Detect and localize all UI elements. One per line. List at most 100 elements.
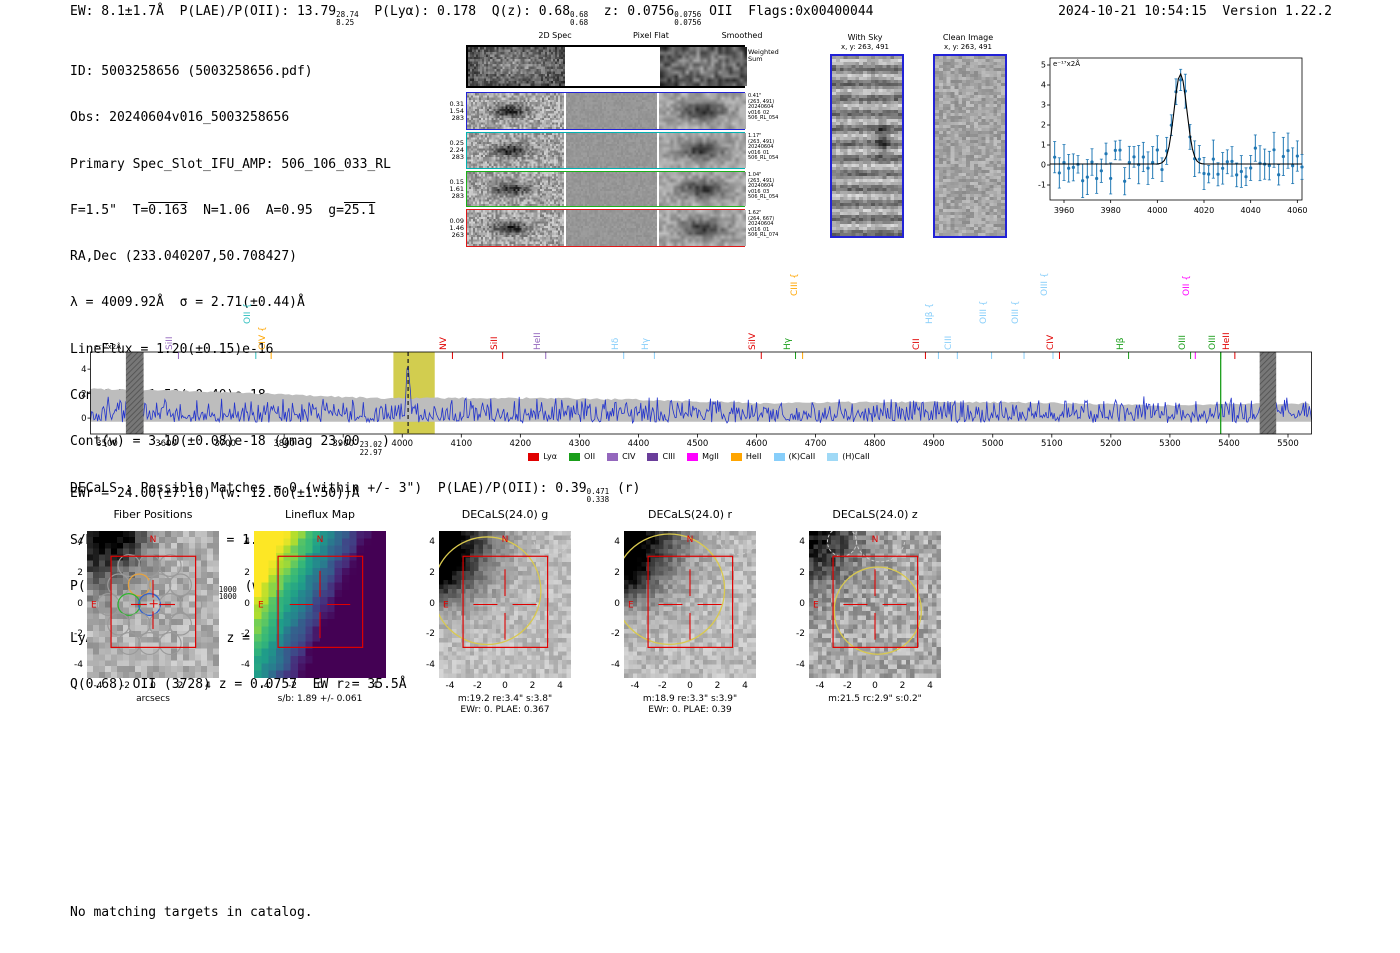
- y-tick-label: 4: [799, 537, 805, 548]
- footer-notes: No matching targets in catalog. Row inte…: [70, 874, 313, 953]
- fiber-circle: [127, 612, 151, 636]
- y-tick-label: 0: [1041, 161, 1046, 170]
- observation-id: Obs: 20240604v016_5003258656: [70, 110, 290, 126]
- x-tick-label: -2: [473, 681, 482, 691]
- stat-line: 283: [451, 191, 464, 200]
- x-tick-label: 2: [177, 681, 184, 691]
- data-point: [1085, 175, 1089, 179]
- stat-line: 283: [451, 153, 464, 161]
- y-tick-label: 4: [429, 537, 435, 548]
- spec2d-column-title: Smoothed: [721, 31, 763, 40]
- cutout-title: Lineflux Map: [284, 508, 356, 521]
- compass-north: N: [872, 535, 879, 545]
- x-tick-label: 0: [687, 681, 693, 691]
- x-tick-label: 5500: [1277, 439, 1299, 449]
- stat-line: 0.15: [449, 177, 464, 186]
- spec2d-panel: 2D Spec Pixel Flat Smoothed Weighted Sum 0.31…: [443, 28, 808, 258]
- fwhm-text: F=1.5" T=: [70, 202, 149, 218]
- continuum-w-close: ): [382, 434, 390, 450]
- cutout-title: DECaLS(24.0) z: [832, 508, 918, 521]
- smoothed-image: [659, 210, 746, 246]
- data-point: [1286, 149, 1290, 153]
- line-flux: LineFlux = 1.20(±0.15)e-16: [70, 341, 274, 357]
- legend-item: (K)CaII: [773, 452, 815, 461]
- y-tick-label: -4: [426, 659, 435, 670]
- x-tick-label: 4020: [1194, 206, 1214, 215]
- compass-east: E: [443, 601, 449, 611]
- detection-id: ID: 5003258656 (5003258656.pdf): [70, 64, 313, 79]
- spec2d-row: [466, 45, 747, 88]
- fiber-overlay: NE: [91, 535, 203, 656]
- data-point: [1225, 160, 1229, 164]
- masked-band: [1259, 352, 1277, 434]
- meta-line: 20240604: [748, 144, 774, 151]
- continuum-w-text: Cont(w) = 3.10(±0.08)e-18 (gmag 23.00: [70, 434, 360, 450]
- pixelflat-image: [566, 93, 657, 129]
- catalog-plae-high: 0.471: [586, 487, 610, 496]
- gmag-high: 23.02: [359, 440, 383, 450]
- x-tick-label: 3900: [332, 439, 354, 449]
- legend-swatch: [730, 452, 742, 461]
- x-tick-label: 4200: [510, 439, 532, 449]
- spec2d-column-title: 2D Spec: [538, 31, 572, 40]
- data-point: [1235, 173, 1239, 177]
- x-tick-label: -4: [93, 681, 103, 691]
- spec2d-cutout-image: [467, 172, 564, 206]
- data-point: [1267, 164, 1271, 168]
- decals_z-overlay: NE: [813, 531, 922, 655]
- spec2d-row-meta: 1.04" (263, 491) 20240604 v016_03 506_RL_054: [748, 172, 806, 201]
- x-tick-label: 4600: [746, 439, 768, 449]
- legend-swatch: [569, 452, 581, 461]
- meta-line: (263, 491): [748, 98, 775, 105]
- x-tick-label: 5400: [1218, 439, 1240, 449]
- x-tick-label: 4400: [628, 439, 650, 449]
- stat-line: 0.09: [449, 216, 464, 225]
- x-tick-label: 0: [150, 681, 156, 691]
- clean-image-coords: x, y: 263, 491: [944, 43, 992, 51]
- x-tick-label: 3960: [1054, 206, 1074, 215]
- y-tick-label: 0: [429, 598, 435, 609]
- legend-item: CIII: [647, 452, 675, 461]
- x-tick-label: 2: [899, 681, 906, 691]
- pixelflat-image: [566, 210, 657, 246]
- fiber-circle: [96, 593, 120, 616]
- decals_g-overlay: NE: [439, 531, 571, 648]
- data-point: [1095, 176, 1099, 181]
- with-sky-image: [830, 54, 904, 238]
- data-point: [1179, 78, 1183, 82]
- x-tick-label: 0: [502, 681, 508, 691]
- z-range: 0.0756 0.0756: [674, 11, 701, 26]
- z-high: 0.0756: [674, 10, 702, 19]
- flags-text: Flags:0x00400044: [748, 4, 874, 19]
- meta-line: 20240604: [748, 104, 774, 111]
- x-tick-label: 4000: [391, 439, 413, 449]
- compass-east: E: [91, 601, 97, 611]
- x-tick-label: 4: [372, 681, 378, 691]
- meta-line: 1.04": [748, 172, 762, 178]
- cutout-title: DECaLS(24.0) r: [647, 508, 733, 521]
- stat-line: 2.24: [449, 146, 464, 154]
- qz-range: 0.68 0.68: [570, 11, 588, 26]
- plae-detail-range: 1000 1000: [219, 586, 237, 601]
- data-point: [1118, 148, 1122, 152]
- legend-item: Lyα: [528, 452, 557, 461]
- compass-north: N: [687, 535, 694, 545]
- continuum-w: Cont(w) = 3.10(±0.08)e-18 (gmag 23.00 23.…: [70, 434, 407, 456]
- legend-item: MgII: [687, 452, 719, 461]
- qz-text: Q(z): 0.68: [491, 4, 571, 19]
- aperture-circle: [833, 566, 922, 655]
- data-point: [1081, 179, 1085, 183]
- smoothed-image: [659, 133, 746, 168]
- data-point: [1207, 172, 1211, 176]
- compass-east: E: [628, 601, 634, 611]
- cutout-caption: EWr: 0. PLAE: 0.39: [648, 705, 732, 715]
- x-tick-label: 5000: [982, 439, 1004, 449]
- data-point: [1281, 154, 1285, 159]
- y-tick-label: -2: [241, 629, 250, 640]
- catalog-match-close: (r): [609, 481, 641, 496]
- cutout-caption: s/b: 1.89 +/- 0.061: [277, 694, 363, 704]
- line-fit-plot: -1 0 1 2 3 4 5 3960 3980 4000 4020 4040 4060 e⁻¹⁷x2Å: [1038, 57, 1308, 215]
- aperture-circle: [439, 536, 542, 646]
- spec2d-cutout-image: [467, 210, 564, 246]
- data-point: [1053, 155, 1057, 159]
